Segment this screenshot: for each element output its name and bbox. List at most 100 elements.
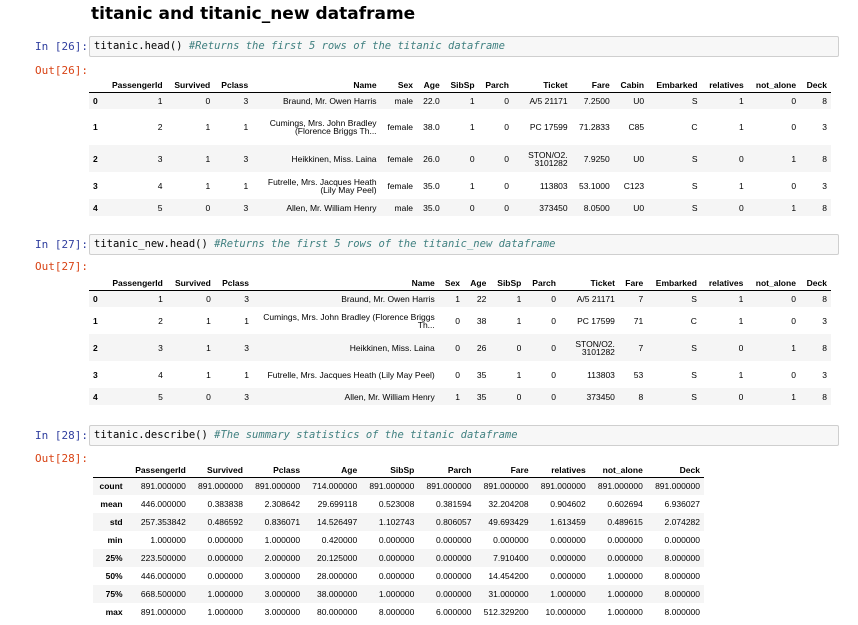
- table-cell: 0.000000: [207, 571, 243, 581]
- table-cell: 0: [551, 315, 556, 326]
- table-cell: S: [691, 293, 697, 304]
- table-cell: 1: [738, 315, 744, 326]
- row-index: 4: [93, 202, 98, 213]
- table-cell: 22.0: [423, 95, 440, 106]
- code-cell-26[interactable]: titanic.head() #Returns the first 5 rows…: [89, 36, 839, 57]
- column-header: Fare: [618, 271, 648, 291]
- table-cell: 0: [469, 153, 475, 164]
- table-cell: 891.000000: [483, 481, 529, 492]
- table-cell: 1: [738, 369, 744, 380]
- column-header: Survived: [166, 271, 215, 291]
- table-cell: 0: [791, 95, 797, 106]
- table-cell: 0.000000: [550, 571, 586, 581]
- row-index: min: [107, 535, 123, 545]
- table-cell: PC 17599: [529, 122, 568, 132]
- row-index: 1: [93, 315, 98, 326]
- table-cell: 0: [504, 180, 509, 191]
- table-row: min 1.000000 0.000000 1.000000 0.420000 0.000…: [93, 531, 704, 549]
- out-prompt-26: Out[26]:: [35, 64, 88, 77]
- table-row: 75% 668.500000 1.000000 3.000000 38.000000 1.…: [93, 585, 704, 603]
- table-cell: 3: [244, 342, 250, 353]
- row-index: 1: [93, 122, 98, 132]
- column-header: not_alone: [747, 271, 800, 291]
- table-row: count 891.000000 891.000000 891.000000 714.0…: [93, 477, 704, 495]
- column-header: relatives: [700, 271, 748, 291]
- table-cell: 3: [822, 180, 827, 191]
- code-cell-27[interactable]: titanic_new.head() #Returns the first 5 …: [89, 234, 839, 255]
- table-cell: Allen, Mr. William Henry: [286, 202, 377, 213]
- column-header: not_alone: [747, 73, 801, 93]
- column-header: not_alone: [589, 458, 647, 478]
- table-cell: 0: [504, 95, 509, 106]
- table-cell: U0: [633, 153, 645, 164]
- table-cell: 1: [243, 180, 249, 191]
- table-cell: 2: [157, 122, 163, 132]
- in-prompt-27: In [27]:: [35, 238, 88, 251]
- table-cell: STON/O2. 3101282: [575, 338, 615, 357]
- table-cell: S: [691, 180, 698, 191]
- table-cell: 0.806057: [435, 517, 472, 527]
- table-cell: 1.000000: [207, 607, 243, 617]
- code-cell-28[interactable]: titanic.describe() #The summary statisti…: [89, 425, 839, 446]
- table-cell: 38.0: [423, 122, 440, 132]
- table-cell: 446.000000: [140, 571, 186, 581]
- table-cell: 31.000000: [488, 589, 529, 599]
- table-cell: 0.381594: [435, 499, 472, 509]
- table-cell: 0.000000: [550, 535, 586, 545]
- out-prompt-27: Out[27]:: [35, 260, 88, 273]
- table-cell: 28.000000: [317, 571, 358, 581]
- table-cell: 14.454200: [488, 571, 529, 581]
- table-cell: 0: [738, 202, 744, 213]
- table-cell: 0.000000: [435, 589, 472, 599]
- table-cell: 4: [157, 180, 163, 191]
- table-cell: female: [387, 180, 413, 191]
- column-header: Embarked: [648, 73, 702, 93]
- table-cell: 0.000000: [607, 535, 643, 545]
- table-cell: 3: [822, 122, 827, 132]
- table-cell: 3: [244, 293, 250, 304]
- table-cell: 0: [516, 342, 522, 353]
- table-cell: 891.000000: [140, 607, 186, 617]
- table-cell: 71: [633, 315, 644, 326]
- column-header: relatives: [701, 73, 748, 93]
- out-prompt-28: Out[28]:: [35, 452, 88, 465]
- column-header: [93, 458, 127, 478]
- table-cell: 8.000000: [664, 607, 700, 617]
- table-cell: 8: [822, 342, 827, 353]
- table-cell: 1: [206, 369, 211, 380]
- table-cell: A/5 21171: [529, 95, 568, 106]
- table-row: 1 2 1 1 Cumings, Mrs. John Bradley (Florence…: [89, 109, 831, 145]
- table-cell: 0: [551, 391, 556, 402]
- table-cell: 0: [791, 122, 797, 132]
- table-cell: 8: [822, 391, 827, 402]
- table-row: std 257.353842 0.486592 0.836071 14.526497 1.…: [93, 513, 704, 531]
- table-cell: 1: [455, 391, 461, 402]
- table-cell: C: [691, 122, 698, 132]
- describe-output-table: PassengerId Survived Pclass Age SibSp Parch Fa…: [93, 458, 704, 621]
- table-cell: Allen, Mr. William Henry: [344, 391, 435, 402]
- table-cell: Braund, Mr. Owen Harris: [341, 293, 435, 304]
- column-header: Pclass: [246, 458, 305, 478]
- table-cell: 35.0: [423, 180, 440, 191]
- table-cell: 1: [516, 315, 522, 326]
- table-cell: 1.000000: [264, 535, 301, 545]
- column-header: Ticket: [512, 73, 572, 93]
- table-cell: S: [691, 153, 698, 164]
- column-header: [89, 271, 103, 291]
- table-cell: Futrelle, Mrs. Jacques Heath (Lily May P…: [267, 176, 377, 195]
- code-comment: #Returns the first 5 rows of the titanic…: [188, 40, 505, 52]
- row-index: 2: [93, 153, 98, 164]
- column-header: SibSp: [490, 271, 526, 291]
- column-header: Pclass: [214, 271, 254, 291]
- table-cell: 8.000000: [378, 607, 415, 617]
- table-cell: 1.000000: [150, 535, 186, 545]
- table-cell: 5: [158, 391, 163, 402]
- table-cell: Cumings, Mrs. John Bradley (Florence Bri…: [269, 118, 377, 136]
- table-cell: male: [394, 95, 413, 106]
- table-cell: 8.000000: [664, 589, 700, 599]
- table-cell: 2.074282: [664, 517, 700, 527]
- table-cell: 35: [476, 369, 487, 380]
- table-cell: 0: [516, 391, 522, 402]
- column-header: Name: [252, 73, 381, 93]
- row-index: 0: [93, 95, 98, 106]
